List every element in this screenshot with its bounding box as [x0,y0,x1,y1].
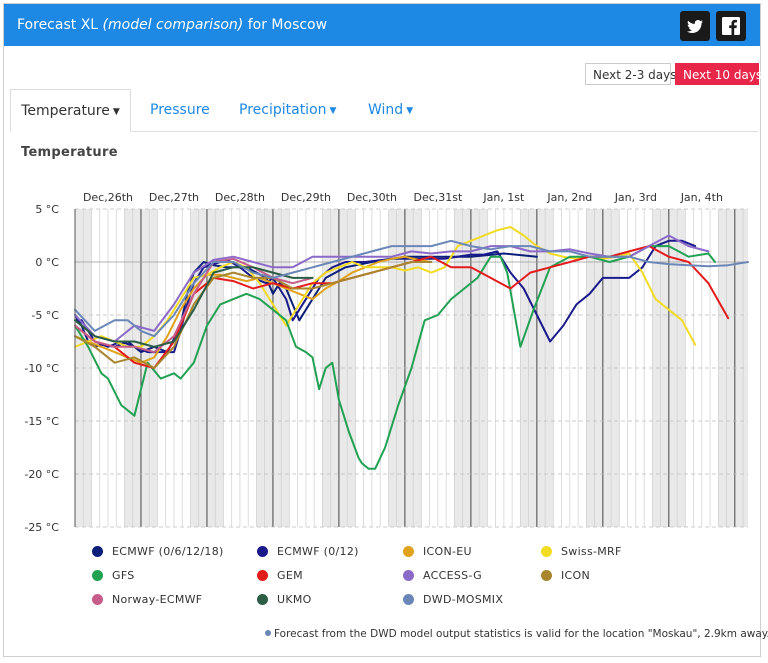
legend-dot-icon [257,594,268,605]
footnote-text: Forecast from the DWD model output stati… [274,628,768,640]
legend-label: ECMWF (0/12) [277,545,359,558]
twitter-icon-glyph [687,20,703,33]
facebook-icon-glyph [722,17,740,35]
tab-wind-label: Wind [368,102,404,118]
chevron-down-icon: ▼ [329,106,337,116]
mosmix-dot-icon [265,630,271,636]
legend-item[interactable]: ECMWF (0/6/12/18) [92,545,224,561]
tab-pressure[interactable]: Pressure [150,89,210,131]
forecast-widget: Forecast XL (model comparison) for Mosco… [3,3,768,657]
legend-dot-icon [541,570,552,581]
legend-item[interactable]: GFS [92,569,135,585]
legend-dot-icon [92,594,103,605]
legend-label: ICON-EU [423,545,472,558]
legend-dot-icon [92,570,103,581]
y-tick-label: -15 °C [24,415,59,428]
page-title: Forecast XL (model comparison) for Mosco… [17,17,327,33]
tab-pressure-label: Pressure [150,102,210,118]
legend-label: GEM [277,569,303,582]
legend-dot-icon [403,570,414,581]
x-date-label: Dec,31st [413,191,463,204]
x-date-label: Jan, 3rd [614,191,657,204]
title-prefix: Forecast XL [17,17,99,33]
series-line-ecmwf-0-12- [74,239,697,354]
tab-temperature-label: Temperature [21,103,110,119]
y-tick-label: 0 °C [35,256,59,269]
legend-dot-icon [403,594,414,605]
x-date-label: Dec,29th [281,191,331,204]
legend-dot-icon [257,546,268,557]
series-line-dwd-mosmix [74,239,749,338]
legend-dot-icon [92,546,103,557]
chevron-down-icon: ▼ [406,106,414,116]
legend-label: ECMWF (0/6/12/18) [112,545,224,558]
legend-item[interactable]: Swiss-MRF [541,545,622,561]
legend-item[interactable]: ACCESS-G [403,569,482,585]
legend-item[interactable]: ICON [541,569,590,585]
x-date-label: Dec,30th [347,191,397,204]
title-bar: Forecast XL (model comparison) for Mosco… [4,4,760,46]
chevron-down-icon: ▼ [112,107,120,117]
series-line-ukmo [74,266,314,348]
legend-label: ACCESS-G [423,569,482,582]
tab-bar: Temperature ▼ Pressure Precipitation ▼ Win… [10,89,758,132]
legend-dot-icon [403,546,414,557]
series-line-icon-eu [74,255,433,364]
y-tick-label: -5 °C [31,309,59,322]
legend-item[interactable]: DWD-MOSMIX [403,593,503,609]
x-date-label: Dec,27th [149,191,199,204]
chart-title: Temperature [21,145,118,160]
title-suffix: for Moscow [247,17,328,33]
series-line-access-g [74,234,710,343]
legend-item[interactable]: UKMO [257,593,312,609]
legend-item[interactable]: ICON-EU [403,545,472,561]
legend-label: UKMO [277,593,312,606]
x-date-label: Jan, 1st [482,191,525,204]
legend-label: Norway-ECMWF [112,593,203,606]
facebook-icon[interactable] [716,11,746,41]
x-date-label: Dec,28th [215,191,265,204]
legend-label: GFS [112,569,135,582]
tab-temperature[interactable]: Temperature ▼ [10,89,131,132]
title-model: (model comparison) [102,17,244,33]
x-date-label: Dec,26th [83,191,133,204]
tab-precipitation-label: Precipitation [239,102,327,118]
next-10-days-button[interactable]: Next 10 days [675,63,762,85]
temperature-chart: 5 °C 0 °C -5 °C -10 °C -15 °C -20 °C -25 °C Dec… [24,191,749,534]
y-tick-label: -20 °C [24,468,59,481]
footnote: Forecast from the DWD model output stati… [265,628,768,640]
legend-label: DWD-MOSMIX [423,593,504,606]
x-date-label: Jan, 4th [680,191,723,204]
legend-item[interactable]: GEM [257,569,303,585]
legend-dot-icon [541,546,552,557]
y-tick-label: 5 °C [35,203,59,216]
x-date-label: Jan, 2nd [546,191,592,204]
y-tick-label: -25 °C [24,521,59,534]
twitter-icon[interactable] [680,11,710,41]
series-line-icon [74,261,433,369]
y-tick-label: -10 °C [24,362,59,375]
legend-label: ICON [561,569,591,582]
legend-dot-icon [257,570,268,581]
legend-label: Swiss-MRF [561,545,622,558]
legend-item[interactable]: Norway-ECMWF [92,593,202,609]
tab-precipitation[interactable]: Precipitation ▼ [239,89,336,131]
legend-item[interactable]: ECMWF (0/12) [257,545,359,561]
next-2-3-days-button[interactable]: Next 2-3 days [585,63,677,85]
tab-wind[interactable]: Wind ▼ [368,89,413,131]
